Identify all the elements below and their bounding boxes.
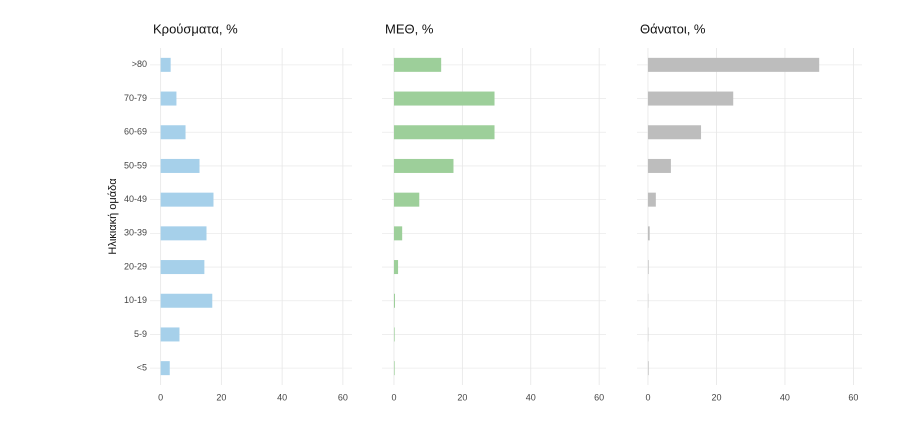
bar (648, 226, 650, 240)
bar (161, 226, 207, 240)
y-tick-label: >80 (132, 59, 147, 69)
x-tick-label: 0 (391, 392, 396, 402)
x-tick-label: 20 (216, 392, 226, 402)
y-tick-label: 10-19 (124, 295, 147, 305)
x-tick-label: 40 (526, 392, 536, 402)
bar (394, 361, 395, 375)
bar (648, 58, 819, 72)
bar (394, 294, 395, 308)
bar (394, 193, 419, 207)
y-tick-label: 20-29 (124, 261, 147, 271)
x-tick-label: 0 (158, 392, 163, 402)
bar (648, 260, 649, 274)
bar (648, 159, 671, 173)
bar (161, 125, 186, 139)
y-tick-label: 5-9 (134, 329, 147, 339)
bar (648, 92, 733, 106)
y-tick-label: 30-39 (124, 228, 147, 238)
bar (394, 226, 402, 240)
x-tick-label: 60 (338, 392, 348, 402)
panel-title: ΜΕΘ, % (385, 21, 434, 36)
bar (161, 159, 200, 173)
panel-title: Θάνατοι, % (640, 21, 706, 36)
bar (161, 92, 177, 106)
bar (394, 58, 441, 72)
x-tick-label: 0 (645, 392, 650, 402)
y-tick-label: <5 (137, 363, 147, 373)
x-tick-label: 60 (594, 392, 604, 402)
bar (648, 125, 701, 139)
bar (648, 361, 649, 375)
bar (161, 294, 213, 308)
x-tick-label: 40 (780, 392, 790, 402)
bar (161, 361, 170, 375)
bar (394, 125, 495, 139)
x-tick-label: 60 (848, 392, 858, 402)
bar (161, 327, 180, 341)
bar (648, 193, 656, 207)
x-tick-label: 40 (277, 392, 287, 402)
y-tick-label: 40-49 (124, 194, 147, 204)
y-tick-label: 50-59 (124, 160, 147, 170)
bar (394, 92, 495, 106)
bar (161, 260, 205, 274)
y-axis-label: Ηλικιακή ομάδα (107, 178, 119, 255)
bar (394, 260, 398, 274)
bar (161, 193, 214, 207)
bar (394, 327, 395, 341)
bar (161, 58, 171, 72)
y-tick-label: 60-69 (124, 127, 147, 137)
x-tick-label: 20 (457, 392, 467, 402)
y-tick-label: 70-79 (124, 93, 147, 103)
panel-title: Κρούσματα, % (153, 21, 238, 36)
x-tick-label: 20 (711, 392, 721, 402)
bar (394, 159, 454, 173)
